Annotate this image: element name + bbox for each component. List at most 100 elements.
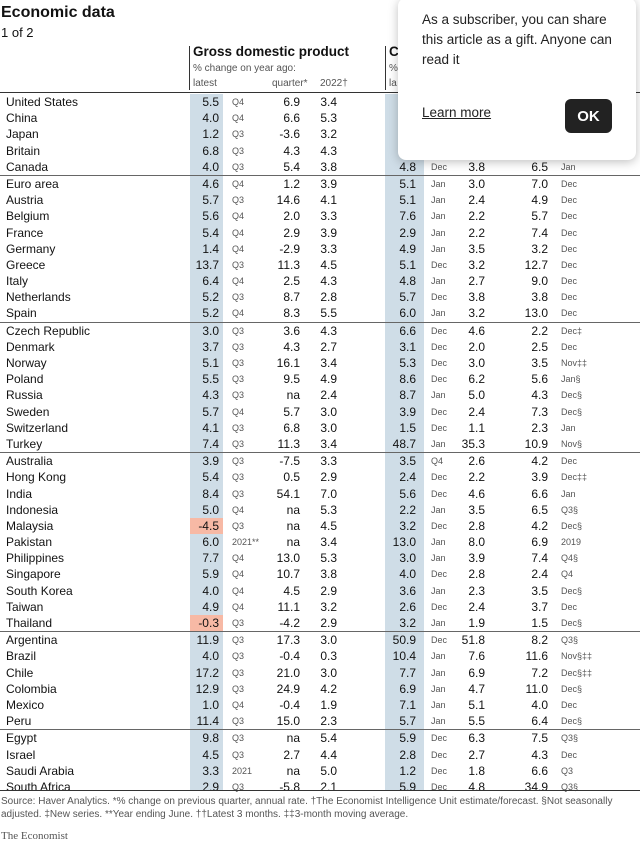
gdp-quarter: na	[286, 502, 300, 517]
third-value: 3.9	[531, 470, 548, 485]
third-value: 2.2	[531, 323, 548, 338]
second-value: 3.0	[468, 176, 485, 191]
second-value: 2.4	[468, 193, 485, 208]
gdp-quarter: na	[286, 518, 300, 533]
second-value: 2.8	[468, 567, 485, 582]
gdp-quarter: 14.6	[276, 193, 300, 208]
country-name: Philippines	[6, 551, 65, 566]
country-name: Netherlands	[6, 290, 71, 305]
page-title: Economic data	[1, 4, 115, 21]
third-period: Dec	[561, 178, 578, 189]
second-latest: 5.1	[399, 257, 416, 272]
gdp-period: Q3	[232, 195, 245, 206]
table-row: Norway 5.1 Q3 16.1 3.4 5.3 Dec 3.0 3.5 Nov‡‡	[0, 355, 640, 371]
third-value: 11.6	[525, 649, 548, 664]
third-period: Q3§	[561, 733, 579, 744]
second-latest: 3.2	[399, 518, 416, 533]
gdp-2022: 3.4	[320, 95, 337, 109]
third-period: Dec	[561, 227, 578, 238]
table-top-rule	[0, 92, 640, 93]
gdp-quarter: 5.4	[283, 159, 300, 174]
table-row: Argentina 11.9 Q3 17.3 3.0 50.9 Dec 51.8 8.2 Q3§	[0, 631, 640, 648]
learn-more-link[interactable]: Learn more	[422, 105, 492, 120]
country-name: Brazil	[6, 649, 37, 664]
gdp-quarter: 1.2	[283, 176, 300, 191]
country-name: France	[6, 225, 44, 240]
gdp-latest: 6.8	[202, 143, 219, 158]
second-value: 2.2	[468, 209, 485, 224]
third-period: Dec‡‡	[561, 472, 588, 483]
third-value: 2.3	[531, 420, 548, 435]
gdp-period: Q4	[232, 504, 245, 515]
second-value: 3.2	[468, 257, 485, 272]
table-row: Netherlands 5.2 Q3 8.7 2.8 5.7 Dec 3.8 3.8 Dec	[0, 289, 640, 305]
gdp-latest: 13.7	[195, 257, 219, 272]
third-period: Dec§	[561, 585, 583, 596]
country-name: Australia	[6, 454, 53, 469]
third-value: 3.8	[531, 290, 548, 305]
gdp-2022: 4.5	[320, 518, 337, 533]
gdp-2022: 4.5	[320, 257, 337, 272]
second-latest: 2.4	[399, 470, 416, 485]
third-value: 2.5	[531, 339, 548, 354]
second-period: Jan	[431, 308, 446, 319]
second-latest: 3.6	[399, 583, 416, 598]
third-period: Dec	[561, 211, 578, 222]
second-latest: 7.6	[399, 209, 416, 224]
third-period: Q4§	[561, 553, 579, 564]
gdp-latest: 7.7	[202, 551, 219, 566]
second-value: 35.3	[461, 436, 485, 451]
second-period: Jan	[431, 195, 446, 206]
country-name: Japan	[6, 127, 39, 142]
gdp-period: Q3	[232, 733, 245, 744]
second-latest: 2.6	[399, 599, 416, 614]
gdp-2022: 3.4	[320, 535, 337, 550]
gdp-latest: 11.4	[196, 714, 219, 729]
second-value: 2.7	[468, 274, 485, 289]
country-name: Hong Kong	[6, 470, 67, 485]
country-name: Pakistan	[6, 535, 53, 550]
gdp-latest: 5.7	[202, 193, 219, 208]
third-value: 9.0	[531, 274, 548, 289]
gdp-period: Q3	[232, 341, 245, 352]
second-latest: 3.2	[399, 616, 416, 630]
second-latest: 1.2	[399, 763, 416, 778]
third-value: 6.9	[531, 535, 548, 550]
table-row: Thailand -0.3 Q3 -4.2 2.9 3.2 Jan 1.9 1.5 Dec§	[0, 615, 640, 632]
gdp-latest: 7.4	[202, 436, 219, 451]
country-name: Britain	[6, 143, 41, 158]
gdp-period: Q3	[232, 292, 245, 303]
gdp-period: Q3	[232, 422, 245, 433]
inflation-latest-shade	[385, 94, 424, 790]
third-value: 4.2	[531, 518, 548, 533]
second-period: Jan	[431, 585, 446, 596]
third-value: 7.2	[531, 665, 548, 680]
third-period: Dec	[561, 749, 578, 760]
gdp-quarter: na	[286, 731, 300, 746]
second-period: Jan	[431, 537, 446, 548]
gdp-period: Q4	[232, 406, 245, 417]
gdp-2022: 7.0	[320, 486, 337, 501]
ok-button[interactable]: OK	[565, 99, 612, 133]
second-value: 2.0	[468, 339, 485, 354]
gdp-latest: 5.4	[202, 225, 219, 240]
second-value: 4.8	[468, 779, 485, 794]
gdp-2022: 4.4	[320, 747, 337, 762]
gdp-2022: 4.3	[320, 274, 337, 289]
second-value: 4.6	[468, 323, 485, 338]
second-latest: 5.1	[399, 176, 416, 191]
gdp-latest: 5.5	[202, 372, 219, 387]
second-period: Dec	[431, 161, 448, 172]
gdp-2022: 5.5	[320, 306, 337, 321]
country-name: Czech Republic	[6, 323, 91, 338]
gdp-2022: 3.8	[320, 159, 337, 174]
third-value: 4.3	[531, 388, 548, 403]
country-name: Taiwan	[6, 599, 44, 614]
table-row: Czech Republic 3.0 Q3 3.6 4.3 6.6 Dec 4.6 2.2 Dec…	[0, 321, 640, 339]
second-period: Dec	[431, 325, 448, 336]
table-row: United States 5.5 Q4 6.9 3.4	[0, 94, 640, 110]
gdp-period: Q4	[232, 601, 245, 612]
table-row: South Africa 2.9 Q3 -5.8 2.1 5.9 Dec 4.8 34.9 Q3§	[0, 779, 640, 795]
country-name: South Korea	[6, 583, 73, 598]
gdp-section-title: Gross domestic product	[193, 44, 350, 59]
